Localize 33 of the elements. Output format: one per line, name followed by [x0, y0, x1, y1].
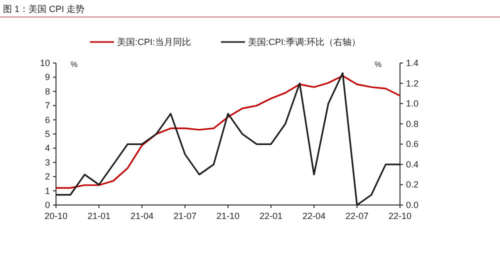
- legend-label: 美国:CPI:当月同比: [117, 37, 192, 47]
- x-tick-label: 21-07: [173, 211, 197, 221]
- x-tick-label: 20-10: [44, 211, 68, 221]
- chart-title: 图 1：美国 CPI 走势: [3, 4, 85, 14]
- y-tick-label: 5: [44, 129, 50, 139]
- y-axis-title: %: [70, 60, 78, 69]
- y-tick-label: 1: [44, 186, 50, 196]
- legend-label: 美国:CPI:季调:环比（右轴）: [248, 37, 361, 47]
- y2-axis-title: %: [374, 60, 382, 69]
- x-tick-label: 21-10: [216, 211, 240, 221]
- y2-tick-label: 1.0: [406, 98, 419, 109]
- y-tick-label: 7: [44, 100, 50, 111]
- x-tick-label: 22-01: [259, 211, 283, 221]
- x-tick-label: 22-07: [345, 211, 369, 221]
- y2-tick-label: 0.8: [406, 118, 419, 129]
- y2-tick-label: 0.4: [406, 159, 419, 170]
- x-tick-label: 22-10: [388, 211, 412, 221]
- x-tick-label: 22-04: [302, 211, 326, 221]
- y2-tick-label: 0.0: [406, 200, 419, 210]
- y-tick-label: 10: [40, 58, 50, 68]
- y-tick-label: 4: [44, 143, 50, 154]
- y2-tick-label: 1.4: [406, 58, 419, 68]
- y2-tick-label: 0.2: [406, 180, 419, 190]
- y-tick-label: 3: [44, 157, 50, 168]
- y-tick-label: 8: [44, 86, 50, 96]
- x-tick-label: 21-04: [130, 211, 154, 221]
- y2-tick-label: 1.2: [406, 78, 419, 88]
- y-tick-label: 0: [44, 200, 50, 210]
- x-tick-label: 21-01: [87, 211, 111, 221]
- y-tick-label: 2: [44, 172, 50, 182]
- y2-tick-label: 0.6: [406, 139, 419, 150]
- y-tick-label: 9: [44, 72, 50, 82]
- y-tick-label: 6: [44, 114, 50, 125]
